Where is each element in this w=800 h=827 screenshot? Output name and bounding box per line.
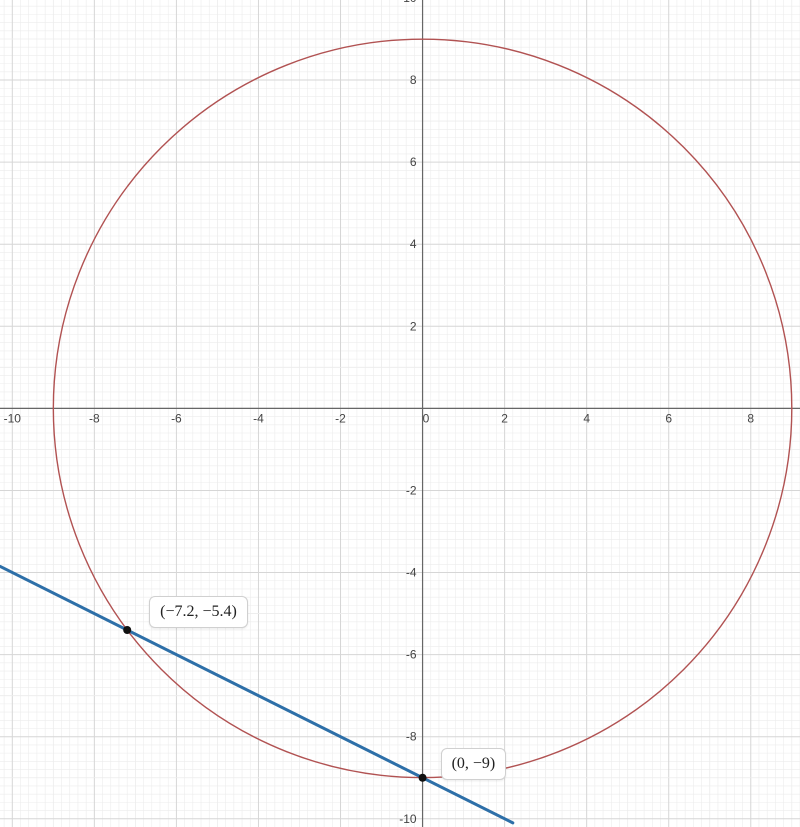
- y-tick-label: 8: [410, 73, 417, 87]
- x-tick-label: -6: [171, 411, 182, 425]
- x-tick-label: 2: [501, 411, 508, 425]
- plotted-point: [419, 774, 427, 782]
- x-tick-label: -4: [253, 411, 264, 425]
- x-tick-label: 4: [583, 411, 590, 425]
- x-tick-label: 8: [747, 411, 754, 425]
- y-tick-label: -10: [399, 812, 417, 826]
- y-tick-label: -2: [406, 483, 417, 497]
- x-tick-label: 6: [665, 411, 672, 425]
- y-tick-label: 10: [403, 0, 417, 5]
- x-tick-label: -8: [89, 411, 100, 425]
- y-tick-label: -6: [406, 648, 417, 662]
- point-label: (−7.2, −5.4): [149, 596, 248, 628]
- y-tick-label: -4: [406, 566, 417, 580]
- y-tick-label: 6: [410, 155, 417, 169]
- point-label: (0, −9): [441, 748, 507, 780]
- x-tick-label: -10: [4, 411, 22, 425]
- x-tick-label: -2: [335, 411, 346, 425]
- y-tick-label: -8: [406, 730, 417, 744]
- y-tick-label: 2: [410, 319, 417, 333]
- plotted-point: [123, 626, 131, 634]
- y-tick-label: 4: [410, 237, 417, 251]
- x-tick-label: 0: [423, 411, 430, 425]
- plot-svg: -10 -8 -6 -4 -2 0 2 4 6 8 -10 -8 -6 -4 -2 2 4 6 8 10: [0, 0, 800, 827]
- coordinate-plane: -10 -8 -6 -4 -2 0 2 4 6 8 -10 -8 -6 -4 -2 2 4 6 8 10 (−7.2,…: [0, 0, 800, 827]
